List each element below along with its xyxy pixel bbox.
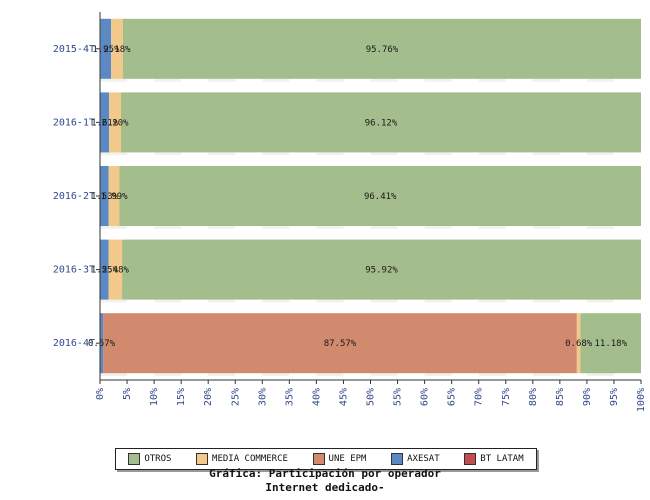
legend-swatch — [128, 453, 141, 465]
bar-otros-2016-4T — [580, 313, 641, 374]
bar-axesat-2016-1T — [100, 92, 110, 153]
x-tick-label: 35% — [284, 388, 295, 406]
bar-otros-2015-4T — [122, 18, 641, 79]
data-label: 95.76% — [366, 45, 399, 55]
x-tick-label: 5% — [122, 388, 133, 400]
category-label: 2016-3T — [53, 265, 95, 276]
data-label: 96.41% — [364, 192, 397, 202]
legend: OTROS MEDIA COMMERCE UNE EPM AXESAT BT LATAM — [115, 448, 537, 470]
bar-media-commerce-2016-3T — [108, 239, 123, 300]
data-label: 2.18% — [103, 45, 131, 55]
axes — [96, 12, 642, 384]
bar-otros-2016-1T — [120, 92, 642, 153]
category-label: 2016-4T — [53, 338, 95, 349]
bar-media-commerce-2015-4T — [111, 18, 123, 79]
legend-label: BT LATAM — [480, 454, 524, 464]
x-tick-label: 75% — [501, 388, 512, 406]
chart-title: Gráfica: Participación por operador Inte… — [0, 467, 650, 495]
bar-segments — [100, 18, 642, 374]
legend-label: AXESAT — [407, 454, 440, 464]
x-tick-label: 50% — [366, 388, 377, 406]
data-label: 96.12% — [365, 118, 398, 128]
x-tick-label: 80% — [528, 388, 539, 406]
bar-otros-2016-3T — [122, 239, 641, 300]
data-label: 1.95% — [92, 45, 120, 55]
x-tick-label: 85% — [555, 388, 566, 406]
x-tick-label: 65% — [447, 388, 458, 406]
x-tick-label: 20% — [203, 388, 214, 406]
x-tick-labels: 0% 5% 10% 15% 20% 25% 30% 35% 40% 45% 50% 55% 60% 65%… — [95, 388, 647, 412]
legend-swatch — [391, 453, 404, 465]
legend-swatch — [312, 453, 325, 465]
bar-media-commerce-2016-4T — [576, 313, 581, 374]
x-tick-label: 95% — [609, 388, 620, 406]
bar-media-commerce-2016-2T — [108, 166, 120, 226]
category-label: 2016-1T — [53, 117, 95, 128]
x-tick-label: 90% — [582, 388, 593, 406]
bar-axesat-2016-4T — [100, 313, 104, 374]
data-label: 95.92% — [365, 266, 398, 276]
stacked-bar-chart: 1.95%2.18% 95.76% 1.61%2.20% 96.12% 1.53%1.9… — [53, 12, 647, 412]
legend-item-axesat: AXESAT — [391, 453, 440, 465]
bar-otros-2016-2T — [119, 166, 642, 226]
bar-axesat-2015-4T — [100, 18, 112, 79]
x-tick-label: 100% — [636, 388, 647, 412]
data-labels: 1.95%2.18% 95.76% 1.61%2.20% 96.12% 1.53%1.9… — [88, 45, 628, 349]
data-label: 0.57% — [88, 339, 116, 349]
x-tick-label: 30% — [257, 388, 268, 406]
data-label: 87.57% — [324, 339, 357, 349]
data-label: 1.61% — [91, 118, 119, 128]
bar-axesat-2016-2T — [100, 166, 109, 226]
x-tick-label: 45% — [338, 388, 349, 406]
legend-item-une-epm: UNE EPM — [312, 453, 367, 465]
data-label: 2.20% — [101, 118, 129, 128]
legend-label: MEDIA COMMERCE — [212, 454, 288, 464]
bar-axesat-2016-3T — [100, 239, 109, 300]
x-tick-label: 15% — [176, 388, 187, 406]
legend-swatch — [196, 453, 209, 465]
chart-title-line-2: Internet dedicado- — [265, 481, 385, 494]
data-label: 0.68% — [565, 339, 593, 349]
category-labels: 2015-4T 2016-1T 2016-2T 2016-3T 2016-4T — [53, 44, 95, 349]
category-label: 2016-2T — [53, 191, 95, 202]
x-tick-label: 70% — [474, 388, 485, 406]
legend-label: OTROS — [144, 454, 172, 464]
x-tick-label: 0% — [95, 388, 106, 400]
chart-title-line-1: Gráfica: Participación por operador — [209, 467, 441, 480]
category-label: 2015-4T — [53, 44, 95, 55]
x-tick-label: 40% — [311, 388, 322, 406]
x-tick-label: 55% — [393, 388, 404, 406]
data-label: 1.99% — [100, 192, 128, 202]
legend-item-media-commerce: MEDIA COMMERCE — [196, 453, 288, 465]
x-tick-label: 25% — [230, 388, 241, 406]
data-label: 2.48% — [102, 266, 130, 276]
legend-item-otros: OTROS — [128, 453, 171, 465]
data-label: 1.55% — [91, 266, 119, 276]
legend-label: UNE EPM — [328, 454, 367, 464]
x-tick-label: 10% — [149, 388, 160, 406]
legend-swatch — [464, 453, 477, 465]
data-label: 1.53% — [91, 192, 119, 202]
data-label: 11.18% — [595, 339, 628, 349]
bar-media-commerce-2016-1T — [109, 92, 121, 153]
x-tick-label: 60% — [420, 388, 431, 406]
bar-une-epm-2016-4T — [103, 313, 577, 374]
legend-item-bt-latam: BT LATAM — [464, 453, 524, 465]
